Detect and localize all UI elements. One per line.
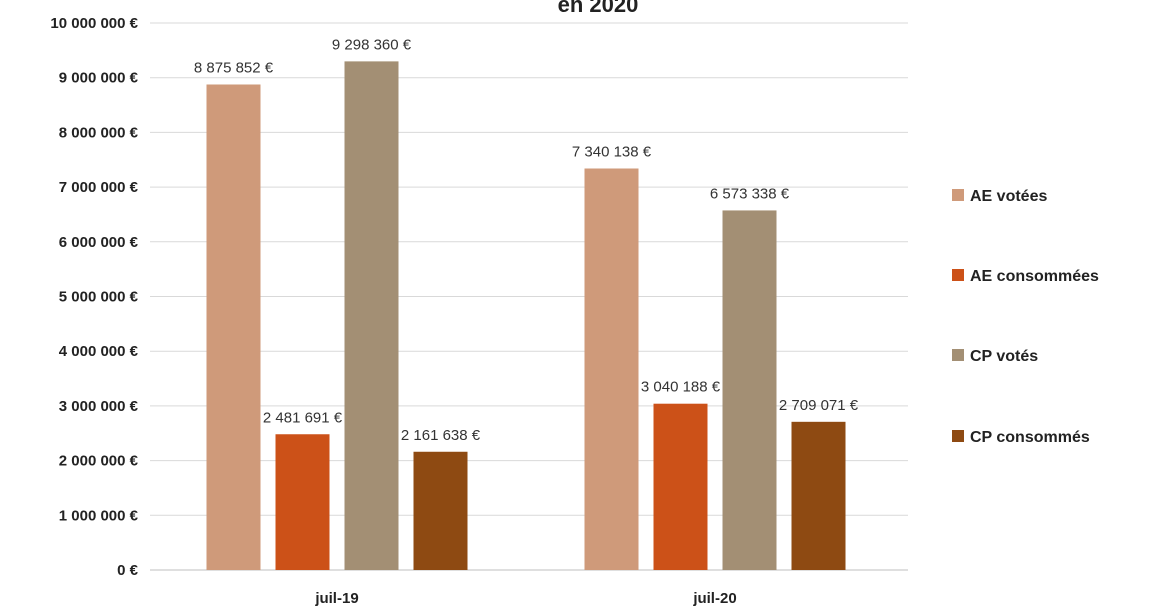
bar-ae-consomm-es-juil-19	[275, 434, 330, 570]
legend-swatch	[952, 189, 964, 201]
y-tick-label: 0 €	[117, 562, 139, 579]
y-tick-label: 3 000 000 €	[59, 398, 139, 415]
y-tick-label: 6 000 000 €	[59, 234, 139, 251]
data-label: 6 573 338 €	[710, 185, 790, 202]
bar-cp-vot-s-juil-19	[344, 61, 399, 571]
data-label: 7 340 138 €	[572, 143, 652, 160]
x-category-label: juil-20	[692, 590, 736, 607]
y-tick-label: 5 000 000 €	[59, 289, 139, 306]
y-tick-label: 1 000 000 €	[59, 507, 139, 524]
legend-label: AE consommées	[970, 268, 1099, 285]
legend-label: CP consommés	[970, 429, 1090, 446]
data-label: 8 875 852 €	[194, 59, 274, 76]
chart-title: en 2020	[558, 0, 639, 17]
data-label: 3 040 188 €	[641, 379, 721, 396]
data-label: 2 709 071 €	[779, 397, 859, 414]
bar-ae-vot-es-juil-19	[206, 84, 261, 570]
y-tick-label: 4 000 000 €	[59, 343, 139, 360]
bar-ae-consomm-es-juil-20	[653, 403, 708, 570]
bar-cp-consomm-s-juil-19	[413, 451, 468, 570]
bars	[206, 61, 846, 571]
legend: AE votées AE consommées CP votés CP consomm…	[952, 188, 1099, 446]
y-tick-label: 7 000 000 €	[59, 179, 139, 196]
data-labels: 8 875 852 € 7 340 138 € 2 481 691 € 3 040 1…	[194, 36, 859, 443]
legend-label: AE votées	[970, 188, 1047, 205]
y-tick-label: 10 000 000 €	[50, 15, 138, 32]
y-tick-label: 8 000 000 €	[59, 124, 139, 141]
legend-swatch	[952, 269, 964, 281]
x-category-label: juil-19	[314, 590, 358, 607]
y-axis-tick-labels: 0 € 1 000 000 € 2 000 000 € 3 000 000 € 4 00…	[50, 15, 138, 579]
bar-cp-vot-s-juil-20	[722, 210, 777, 570]
legend-swatch	[952, 430, 964, 442]
data-label: 2 481 691 €	[263, 409, 343, 426]
bar-ae-vot-es-juil-20	[584, 168, 639, 570]
legend-label: CP votés	[970, 348, 1038, 365]
bar-cp-consomm-s-juil-20	[791, 421, 846, 570]
x-axis-category-labels: juil-19 juil-20	[314, 590, 736, 607]
data-label: 2 161 638 €	[401, 427, 481, 444]
data-label: 9 298 360 €	[332, 36, 412, 53]
y-tick-label: 9 000 000 €	[59, 70, 139, 87]
y-tick-label: 2 000 000 €	[59, 453, 139, 470]
legend-swatch	[952, 349, 964, 361]
